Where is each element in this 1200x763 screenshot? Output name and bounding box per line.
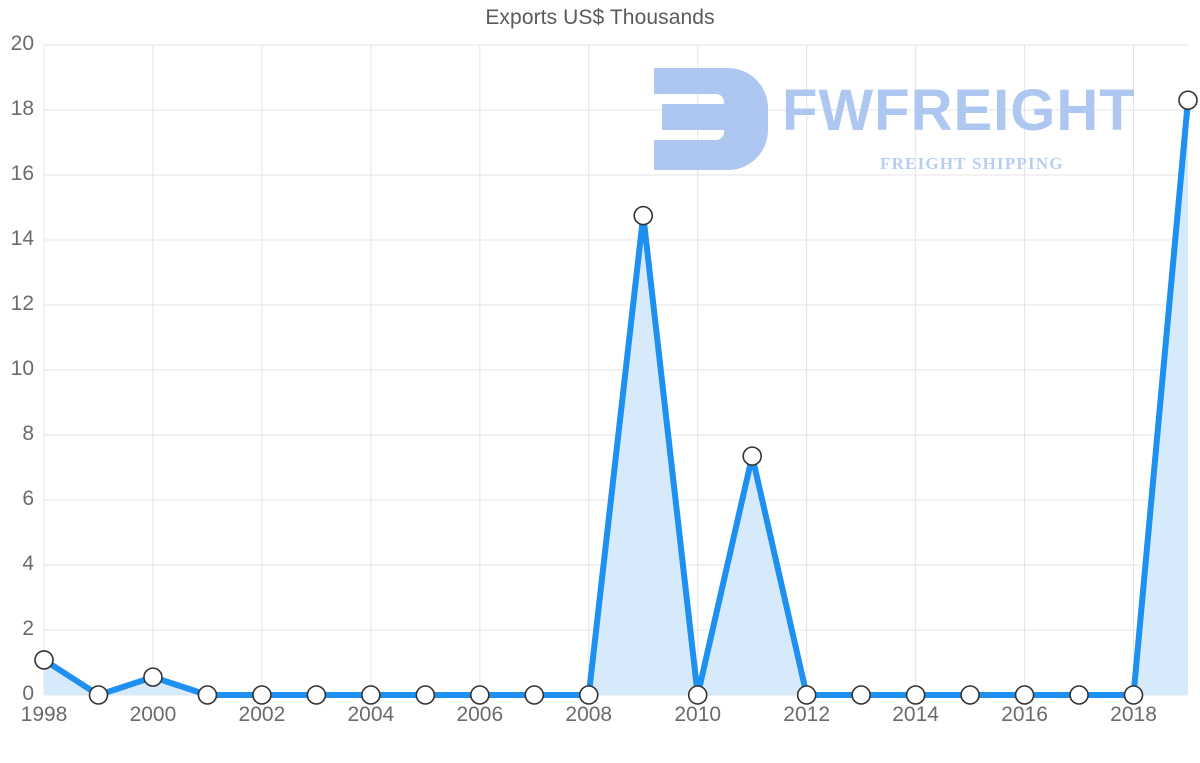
x-axis-tick-label: 2000 [129, 703, 177, 726]
y-axis-tick-label: 18 [10, 97, 34, 120]
x-axis-tick-label: 2016 [1001, 703, 1048, 726]
y-axis-tick-label: 10 [10, 357, 34, 380]
y-axis-tick-label: 20 [10, 32, 34, 55]
y-axis-tick-label: 6 [22, 487, 34, 510]
x-axis-tick-label: 1998 [20, 703, 68, 726]
x-axis-tick-label: 2010 [674, 703, 722, 726]
y-axis-tick-label: 0 [22, 682, 34, 705]
x-axis-tick-label: 2002 [238, 703, 286, 726]
x-axis-tick-label: 2014 [892, 703, 939, 726]
x-axis-tick-label: 2018 [1110, 703, 1157, 726]
x-axis-tick-label: 2006 [456, 703, 504, 726]
y-axis-tick-label: 8 [22, 422, 34, 445]
y-axis-tick-label: 4 [22, 552, 34, 575]
chart-title: Exports US$ Thousands [485, 6, 715, 29]
x-axis-tick-label: 2008 [565, 703, 613, 726]
x-axis-tick-label: 2012 [783, 703, 831, 726]
y-axis-tick-label: 12 [10, 292, 34, 315]
y-axis-tick-label: 16 [10, 162, 34, 185]
y-axis-tick-label: 14 [10, 227, 34, 250]
data-point-markers [34, 90, 1198, 705]
x-axis-tick-label: 2004 [347, 703, 395, 726]
area-fill [44, 100, 1188, 695]
data-line [41, 97, 1191, 698]
y-axis-tick-label: 2 [22, 617, 34, 640]
